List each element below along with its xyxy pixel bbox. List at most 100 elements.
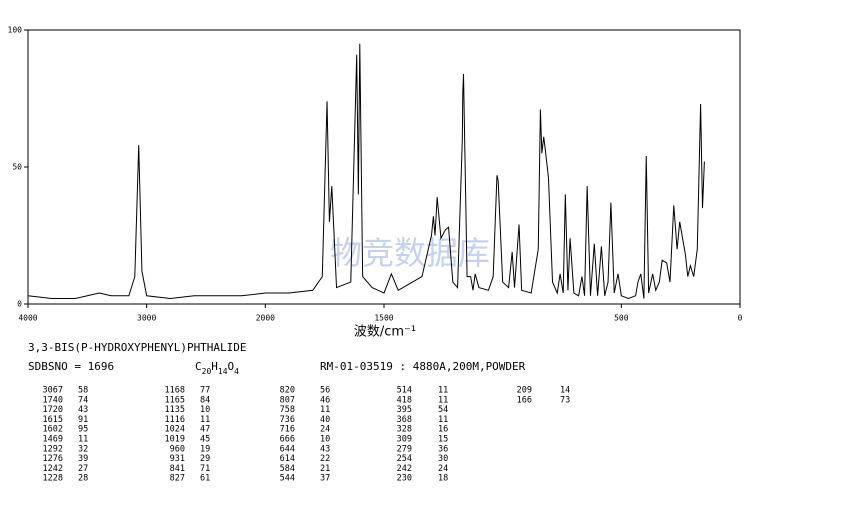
- peak-wavenumber: 614: [280, 454, 295, 464]
- peak-wavenumber: 395: [397, 405, 412, 415]
- peak-intensity: 58: [78, 386, 88, 396]
- peak-intensity: 95: [78, 425, 88, 435]
- peak-intensity: 43: [78, 405, 88, 415]
- peak-intensity: 37: [320, 474, 330, 484]
- peak-wavenumber: 584: [280, 464, 295, 474]
- peak-intensity: 11: [438, 395, 448, 405]
- x-tick-label: 2000: [256, 314, 275, 323]
- peak-intensity: 21: [320, 464, 330, 474]
- peak-intensity: 11: [320, 405, 330, 415]
- formula-part: O: [228, 360, 235, 373]
- peak-wavenumber: 1168: [165, 386, 185, 396]
- peak-wavenumber: 827: [170, 474, 185, 484]
- peak-wavenumber: 309: [397, 435, 412, 445]
- peak-wavenumber: 807: [280, 395, 295, 405]
- peak-wavenumber: 544: [280, 474, 295, 484]
- peak-intensity: 74: [78, 395, 88, 405]
- peak-intensity: 15: [438, 435, 448, 445]
- formula: C20H14O4: [195, 360, 239, 376]
- peak-wavenumber: 328: [397, 425, 412, 435]
- peak-wavenumber: 1276: [43, 454, 63, 464]
- watermark: 物竞数据库: [330, 234, 490, 272]
- peak-wavenumber: 418: [397, 395, 412, 405]
- peak-intensity: 10: [200, 405, 210, 415]
- peak-intensity: 36: [438, 444, 448, 454]
- peak-intensity: 11: [438, 415, 448, 425]
- peak-wavenumber: 1615: [43, 415, 63, 425]
- peak-intensity: 10: [320, 435, 330, 445]
- x-tick-label: 3000: [137, 314, 156, 323]
- peak-wavenumber: 820: [280, 386, 295, 396]
- peak-intensity: 39: [78, 454, 88, 464]
- peak-wavenumber: 1602: [43, 425, 63, 435]
- peak-wavenumber: 1740: [43, 395, 63, 405]
- x-tick-label: 4000: [18, 314, 37, 323]
- y-tick-label: 100: [8, 26, 23, 35]
- spectrum-line: [27, 43, 705, 300]
- peak-intensity: 47: [200, 425, 210, 435]
- peak-intensity: 28: [78, 474, 88, 484]
- peak-intensity: 46: [320, 395, 330, 405]
- peak-wavenumber: 960: [170, 444, 185, 454]
- y-tick-label: 0: [17, 300, 22, 309]
- formula-part: 20: [202, 367, 212, 376]
- peak-intensity: 77: [200, 386, 210, 396]
- peak-wavenumber: 1720: [43, 405, 63, 415]
- peak-wavenumber: 841: [170, 464, 185, 474]
- peak-intensity: 54: [438, 405, 448, 415]
- compound-name: 3,3-BIS(P-HYDROXYPHENYL)PHTHALIDE: [28, 341, 247, 354]
- peak-wavenumber: 1165: [165, 395, 185, 405]
- formula-part: H: [211, 360, 218, 373]
- peak-wavenumber: 1292: [43, 444, 63, 454]
- peak-intensity: 32: [78, 444, 88, 454]
- peak-wavenumber: 736: [280, 415, 295, 425]
- peak-wavenumber: 209: [517, 386, 532, 396]
- peak-intensity: 11: [78, 435, 88, 445]
- peak-intensity: 91: [78, 415, 88, 425]
- peak-wavenumber: 368: [397, 415, 412, 425]
- peak-intensity: 61: [200, 474, 210, 484]
- peak-intensity: 56: [320, 386, 330, 396]
- peak-intensity: 43: [320, 444, 330, 454]
- peak-wavenumber: 242: [397, 464, 412, 474]
- x-axis-label: 波数/cm⁻¹: [354, 325, 416, 340]
- peak-wavenumber: 644: [280, 444, 295, 454]
- peak-intensity: 84: [200, 395, 210, 405]
- peak-intensity: 71: [200, 464, 210, 474]
- peak-wavenumber: 716: [280, 425, 295, 435]
- sdbs-number: SDBSNO = 1696: [28, 360, 114, 373]
- peak-intensity: 16: [438, 425, 448, 435]
- peak-wavenumber: 931: [170, 454, 185, 464]
- peak-wavenumber: 1116: [165, 415, 185, 425]
- peak-intensity: 18: [438, 474, 448, 484]
- peak-intensity: 40: [320, 415, 330, 425]
- peak-wavenumber: 666: [280, 435, 295, 445]
- peak-intensity: 14: [560, 386, 570, 396]
- peak-wavenumber: 758: [280, 405, 295, 415]
- peak-intensity: 24: [438, 464, 448, 474]
- peak-intensity: 45: [200, 435, 210, 445]
- peak-wavenumber: 230: [397, 474, 412, 484]
- peak-intensity: 27: [78, 464, 88, 474]
- x-tick-label: 0: [738, 314, 743, 323]
- peak-intensity: 11: [200, 415, 210, 425]
- peak-wavenumber: 166: [517, 395, 532, 405]
- x-tick-label: 500: [614, 314, 629, 323]
- peak-wavenumber: 254: [397, 454, 412, 464]
- peak-intensity: 24: [320, 425, 330, 435]
- formula-part: C: [195, 360, 202, 373]
- peak-intensity: 19: [200, 444, 210, 454]
- peak-wavenumber: 1024: [165, 425, 185, 435]
- formula-part: 4: [234, 367, 239, 376]
- peak-wavenumber: 1135: [165, 405, 185, 415]
- peak-wavenumber: 514: [397, 386, 412, 396]
- peak-intensity: 30: [438, 454, 448, 464]
- peak-intensity: 73: [560, 395, 570, 405]
- peak-intensity: 29: [200, 454, 210, 464]
- x-tick-label: 1500: [374, 314, 393, 323]
- conditions: RM-01-03519 : 4880A,200M,POWDER: [320, 360, 526, 373]
- peak-wavenumber: 279: [397, 444, 412, 454]
- peak-wavenumber: 1019: [165, 435, 185, 445]
- peak-wavenumber: 3067: [43, 386, 63, 396]
